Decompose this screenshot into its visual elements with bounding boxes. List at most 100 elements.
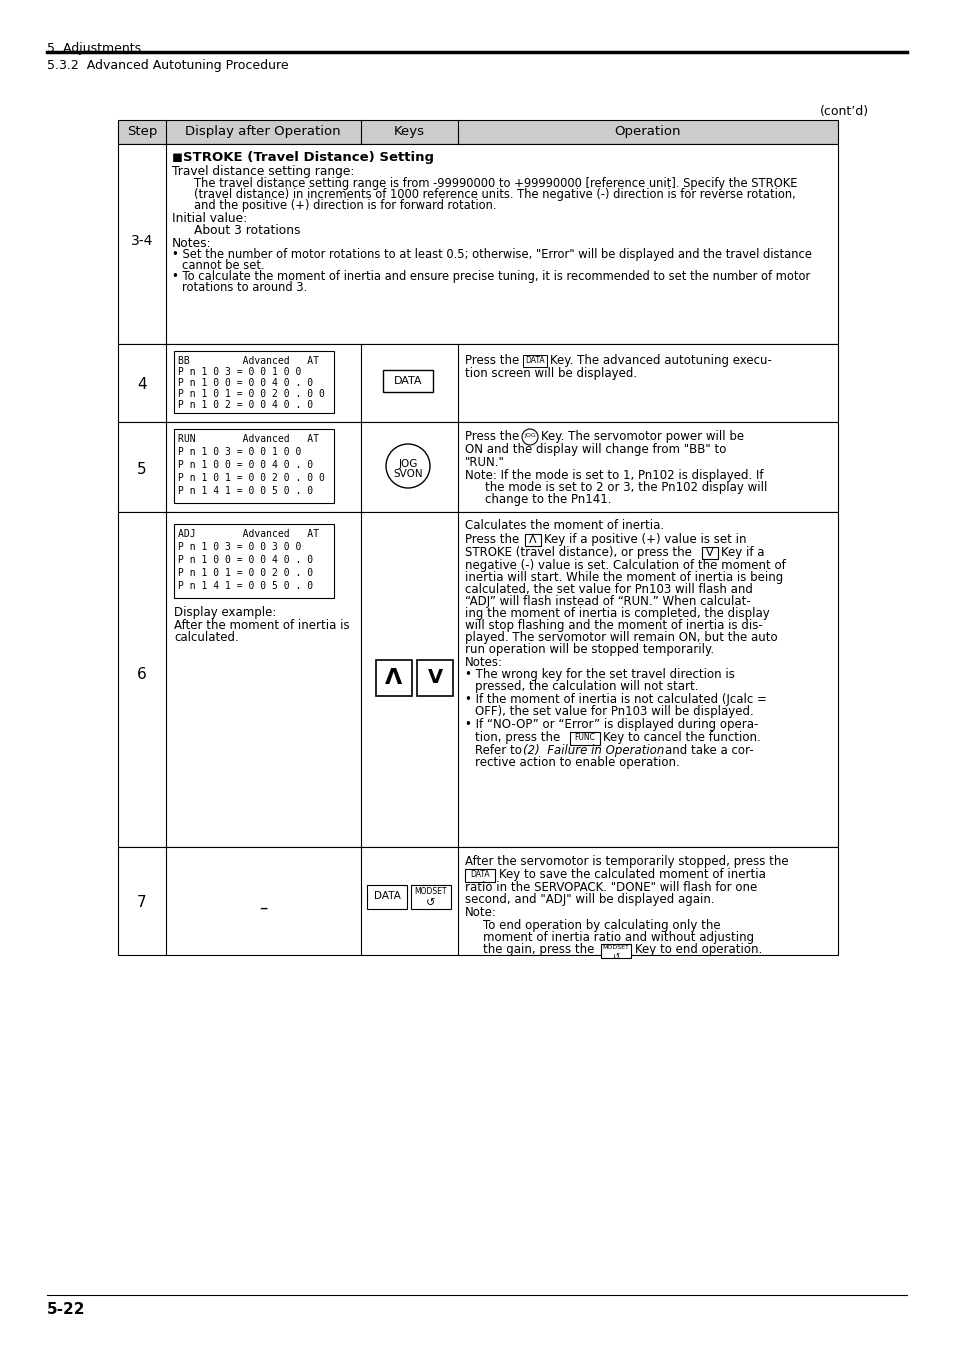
Text: OFF), the set value for Pn103 will be displayed.: OFF), the set value for Pn103 will be di… — [475, 705, 753, 718]
Text: and the positive (+) direction is for forward rotation.: and the positive (+) direction is for fo… — [193, 198, 496, 212]
Text: ratio in the SERVOPACK. "DONE" will flash for one: ratio in the SERVOPACK. "DONE" will flas… — [464, 882, 757, 894]
Text: moment of inertia ratio and without adjusting: moment of inertia ratio and without adju… — [482, 931, 753, 944]
Text: 4: 4 — [137, 377, 147, 392]
Text: To end operation by calculating only the: To end operation by calculating only the — [482, 919, 720, 931]
Text: • To calculate the moment of inertia and ensure precise tuning, it is recommende: • To calculate the moment of inertia and… — [172, 270, 809, 284]
Text: P n 1 0 3 = 0 0 1 0 0: P n 1 0 3 = 0 0 1 0 0 — [178, 367, 301, 377]
Bar — [173, 351, 334, 413]
Bar — [118, 144, 837, 344]
Bar — [464, 869, 495, 882]
Text: ↺: ↺ — [612, 952, 618, 961]
Text: tion, press the: tion, press the — [475, 730, 559, 744]
Text: DATA: DATA — [374, 891, 400, 900]
Bar — [367, 886, 407, 909]
Text: Λ: Λ — [385, 668, 402, 688]
Text: STROKE (travel distance), or press the: STROKE (travel distance), or press the — [464, 545, 691, 559]
Text: Press the: Press the — [464, 431, 518, 443]
Bar — [701, 547, 718, 559]
Text: P n 1 0 1 = 0 0 2 0 . 0 0: P n 1 0 1 = 0 0 2 0 . 0 0 — [178, 389, 325, 400]
Text: Notes:: Notes: — [464, 656, 502, 670]
Text: negative (-) value is set. Calculation of the moment of: negative (-) value is set. Calculation o… — [464, 559, 785, 572]
Text: played. The servomotor will remain ON, but the auto: played. The servomotor will remain ON, b… — [464, 630, 777, 644]
Text: • If the moment of inertia is not calculated (Jcalc =: • If the moment of inertia is not calcul… — [464, 693, 766, 706]
Text: SVON: SVON — [393, 468, 422, 479]
Text: –: – — [258, 899, 267, 917]
Text: 5  Adjustments: 5 Adjustments — [47, 42, 141, 55]
Text: • If “NO-OP” or “Error” is displayed during opera-: • If “NO-OP” or “Error” is displayed dur… — [464, 718, 758, 730]
Text: 5: 5 — [137, 462, 147, 477]
Text: Key to end operation.: Key to end operation. — [635, 944, 761, 956]
Text: Press the: Press the — [464, 533, 518, 545]
Text: Step: Step — [127, 126, 157, 138]
Bar — [118, 423, 837, 512]
Bar — [118, 512, 837, 846]
Text: calculated, the set value for Pn103 will flash and: calculated, the set value for Pn103 will… — [464, 583, 752, 595]
Text: JOG: JOG — [398, 459, 417, 468]
Text: P n 1 0 0 = 0 0 4 0 . 0: P n 1 0 0 = 0 0 4 0 . 0 — [178, 460, 313, 470]
Text: P n 1 0 3 = 0 0 1 0 0: P n 1 0 3 = 0 0 1 0 0 — [178, 447, 301, 458]
Bar — [600, 944, 630, 958]
Text: V: V — [427, 668, 442, 687]
Text: P n 1 0 1 = 0 0 2 0 . 0 0: P n 1 0 1 = 0 0 2 0 . 0 0 — [178, 472, 325, 483]
Bar — [416, 660, 453, 697]
Text: and take a cor-: and take a cor- — [664, 744, 753, 757]
Text: DATA: DATA — [394, 377, 422, 386]
Text: RUN        Advanced   AT: RUN Advanced AT — [178, 433, 318, 444]
Text: Keys: Keys — [393, 126, 424, 138]
Text: Key to save the calculated moment of inertia: Key to save the calculated moment of ine… — [498, 868, 765, 882]
Text: Note: If the mode is set to 1, Pn102 is displayed. If: Note: If the mode is set to 1, Pn102 is … — [464, 468, 762, 482]
Bar — [524, 535, 540, 545]
Text: ◼STROKE (Travel Distance) Setting: ◼STROKE (Travel Distance) Setting — [172, 151, 434, 163]
Bar — [411, 886, 451, 909]
Text: 6: 6 — [137, 667, 147, 682]
Text: P n 1 4 1 = 0 0 5 0 . 0: P n 1 4 1 = 0 0 5 0 . 0 — [178, 580, 313, 591]
Text: DATA: DATA — [525, 356, 544, 365]
Text: (cont’d): (cont’d) — [820, 105, 868, 117]
Text: • Set the number of motor rotations to at least 0.5; otherwise, "Error" will be : • Set the number of motor rotations to a… — [172, 248, 811, 261]
Text: V: V — [705, 548, 713, 558]
Bar — [569, 732, 599, 745]
Text: MODSET: MODSET — [415, 887, 447, 896]
Text: rective action to enable operation.: rective action to enable operation. — [475, 756, 679, 770]
Text: the gain, press the: the gain, press the — [482, 944, 594, 956]
Text: ON and the display will change from "BB" to: ON and the display will change from "BB"… — [464, 443, 725, 456]
Text: BB         Advanced   AT: BB Advanced AT — [178, 356, 318, 366]
Text: Press the: Press the — [464, 354, 518, 367]
Text: ADJ        Advanced   AT: ADJ Advanced AT — [178, 529, 318, 539]
Text: ing the moment of inertia is completed, the display: ing the moment of inertia is completed, … — [464, 608, 769, 620]
Text: MODSET: MODSET — [602, 945, 629, 950]
Bar — [375, 660, 412, 697]
Text: DATA: DATA — [470, 869, 489, 879]
Text: Display after Operation: Display after Operation — [185, 126, 340, 138]
Text: The travel distance setting range is from -99990000 to +99990000 [reference unit: The travel distance setting range is fro… — [193, 177, 797, 190]
Text: Refer to: Refer to — [475, 744, 521, 757]
Bar — [173, 429, 334, 504]
Text: Operation: Operation — [614, 126, 680, 138]
Text: • The wrong key for the set travel direction is: • The wrong key for the set travel direc… — [464, 668, 734, 680]
Text: will stop flashing and the moment of inertia is dis-: will stop flashing and the moment of ine… — [464, 620, 762, 632]
Bar — [118, 344, 837, 423]
Bar — [118, 120, 837, 144]
Text: ↺: ↺ — [426, 898, 436, 909]
Text: second, and "ADJ" will be displayed again.: second, and "ADJ" will be displayed agai… — [464, 892, 714, 906]
Text: inertia will start. While the moment of inertia is being: inertia will start. While the moment of … — [464, 571, 782, 585]
Text: P n 1 0 3 = 0 0 3 0 0: P n 1 0 3 = 0 0 3 0 0 — [178, 541, 301, 552]
Text: change to the Pn141.: change to the Pn141. — [484, 493, 611, 506]
Text: Key if a positive (+) value is set in: Key if a positive (+) value is set in — [543, 533, 745, 545]
Text: 5-22: 5-22 — [47, 1301, 86, 1318]
Text: After the moment of inertia is: After the moment of inertia is — [173, 620, 349, 632]
Bar — [382, 370, 433, 392]
Text: Notes:: Notes: — [172, 238, 212, 250]
Text: "RUN.": "RUN." — [464, 456, 504, 468]
Bar — [173, 524, 334, 598]
Text: P n 1 4 1 = 0 0 5 0 . 0: P n 1 4 1 = 0 0 5 0 . 0 — [178, 486, 313, 495]
Text: cannot be set.: cannot be set. — [182, 259, 264, 271]
Text: Key if a: Key if a — [720, 545, 763, 559]
Bar — [118, 846, 837, 954]
Text: Display example:: Display example: — [173, 606, 276, 620]
Text: rotations to around 3.: rotations to around 3. — [182, 281, 307, 294]
Text: (2)  Failure in Operation: (2) Failure in Operation — [522, 744, 663, 757]
Text: JOG: JOG — [523, 433, 536, 437]
Text: Key to cancel the function.: Key to cancel the function. — [602, 730, 760, 744]
Text: FUNC: FUNC — [574, 733, 595, 743]
